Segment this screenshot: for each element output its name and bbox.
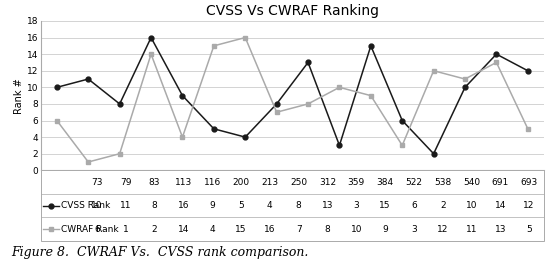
- CVSS Rank: [179, 94, 186, 97]
- Text: 200: 200: [232, 178, 250, 187]
- Text: 359: 359: [348, 178, 365, 187]
- Text: 8: 8: [324, 225, 330, 234]
- Text: 2: 2: [152, 225, 158, 234]
- CVSS Rank: [54, 86, 60, 89]
- Text: 9: 9: [382, 225, 388, 234]
- CWRAF Rank: [242, 36, 249, 39]
- CVSS Rank: [462, 86, 468, 89]
- Text: 116: 116: [204, 178, 221, 187]
- Text: 11: 11: [466, 225, 477, 234]
- Text: 6: 6: [411, 201, 417, 210]
- Text: 73: 73: [91, 178, 103, 187]
- CVSS Rank: [211, 127, 217, 130]
- Text: 1: 1: [123, 225, 128, 234]
- Text: 538: 538: [434, 178, 451, 187]
- CWRAF Rank: [399, 144, 406, 147]
- Text: 16: 16: [264, 225, 276, 234]
- Text: 5: 5: [526, 225, 532, 234]
- CWRAF Rank: [116, 152, 123, 155]
- CVSS Rank: [116, 102, 123, 106]
- CWRAF Rank: [336, 86, 343, 89]
- Y-axis label: Rank #: Rank #: [14, 78, 24, 113]
- Text: 10: 10: [91, 201, 103, 210]
- Text: 540: 540: [463, 178, 480, 187]
- CVSS Rank: [148, 36, 154, 39]
- CVSS Rank: [524, 69, 531, 72]
- CVSS Rank: [367, 44, 374, 47]
- CVSS Rank: [493, 53, 500, 56]
- Text: 15: 15: [236, 225, 247, 234]
- Text: 522: 522: [405, 178, 422, 187]
- Text: 384: 384: [377, 178, 394, 187]
- CWRAF Rank: [211, 44, 217, 47]
- Text: 213: 213: [261, 178, 278, 187]
- Text: 14: 14: [178, 225, 189, 234]
- CWRAF Rank: [367, 94, 374, 97]
- Text: 113: 113: [175, 178, 192, 187]
- Text: 8: 8: [296, 201, 301, 210]
- Text: 7: 7: [296, 225, 301, 234]
- Text: 5: 5: [238, 201, 244, 210]
- CWRAF Rank: [179, 135, 186, 139]
- CWRAF Rank: [462, 78, 468, 81]
- Title: CVSS Vs CWRAF Ranking: CVSS Vs CWRAF Ranking: [206, 4, 379, 18]
- Text: 83: 83: [149, 178, 160, 187]
- Line: CWRAF Rank: CWRAF Rank: [54, 35, 530, 165]
- CWRAF Rank: [54, 119, 60, 122]
- Line: CVSS Rank: CVSS Rank: [54, 35, 530, 156]
- CVSS Rank: [85, 78, 92, 81]
- Text: 8: 8: [152, 201, 158, 210]
- CWRAF Rank: [85, 160, 92, 163]
- CVSS Rank: [305, 61, 311, 64]
- CWRAF Rank: [273, 111, 280, 114]
- Text: 4: 4: [267, 201, 273, 210]
- Text: 3: 3: [354, 201, 359, 210]
- Text: 6: 6: [94, 225, 100, 234]
- CVSS Rank: [242, 135, 249, 139]
- Text: 13: 13: [495, 225, 506, 234]
- Text: 691: 691: [492, 178, 509, 187]
- Text: 10: 10: [350, 225, 362, 234]
- Text: 79: 79: [120, 178, 132, 187]
- CWRAF Rank: [305, 102, 311, 106]
- CWRAF Rank: [148, 53, 154, 56]
- Text: 693: 693: [520, 178, 537, 187]
- CVSS Rank: [399, 119, 406, 122]
- Text: 11: 11: [120, 201, 132, 210]
- Text: 9: 9: [209, 201, 215, 210]
- CWRAF Rank: [524, 127, 531, 130]
- Text: 15: 15: [379, 201, 391, 210]
- CVSS Rank: [273, 102, 280, 106]
- Text: 4: 4: [209, 225, 215, 234]
- Text: 3: 3: [411, 225, 417, 234]
- Text: 16: 16: [178, 201, 189, 210]
- Text: CWRAF Rank: CWRAF Rank: [61, 225, 119, 234]
- Text: 312: 312: [319, 178, 336, 187]
- Text: 2: 2: [440, 201, 445, 210]
- CVSS Rank: [336, 144, 343, 147]
- Text: CVSS Rank: CVSS Rank: [61, 201, 110, 210]
- CVSS Rank: [430, 152, 437, 155]
- Text: 250: 250: [290, 178, 307, 187]
- Text: 12: 12: [437, 225, 449, 234]
- Text: 10: 10: [466, 201, 477, 210]
- CWRAF Rank: [493, 61, 500, 64]
- Text: 12: 12: [523, 201, 535, 210]
- Text: 14: 14: [495, 201, 506, 210]
- Text: Figure 8.  CWRAF Vs.  CVSS rank comparison.: Figure 8. CWRAF Vs. CVSS rank comparison…: [11, 246, 309, 259]
- Text: 13: 13: [322, 201, 333, 210]
- FancyBboxPatch shape: [41, 170, 544, 241]
- CWRAF Rank: [430, 69, 437, 72]
